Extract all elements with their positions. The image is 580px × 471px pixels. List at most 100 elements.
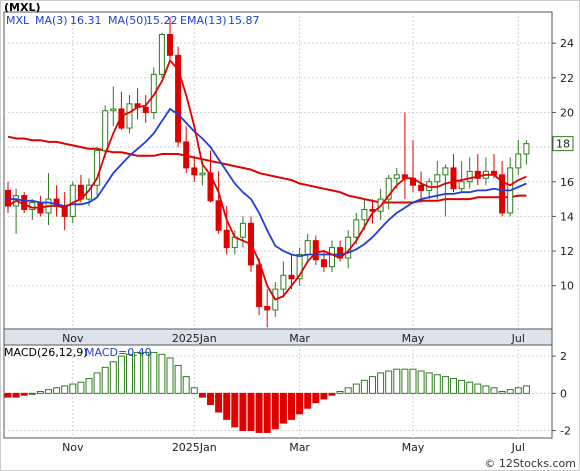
macd-axis-labels: -2 0 2 xyxy=(552,350,571,438)
y-tick-label: 20 xyxy=(560,106,574,119)
y-tick-label: 0 xyxy=(560,387,567,400)
ma50-path xyxy=(7,135,527,204)
ma50-legend-label: MA(50) xyxy=(108,14,148,27)
ma50-line xyxy=(7,135,527,204)
macd-bar xyxy=(69,383,77,394)
candle-body xyxy=(175,54,182,143)
macd-bar xyxy=(198,392,206,398)
y-tick-label: 10 xyxy=(560,280,574,293)
macd-bar xyxy=(490,387,498,394)
candle-body xyxy=(312,240,319,261)
macd-bar xyxy=(150,351,158,394)
macd-bar xyxy=(288,392,295,420)
macd-histogram xyxy=(4,351,530,433)
candle-body xyxy=(450,167,457,190)
candle-body xyxy=(94,150,101,186)
macd-bar xyxy=(263,392,271,433)
candle-body xyxy=(126,103,133,129)
ma50-legend-value: 15.22 xyxy=(146,14,178,27)
candle-body xyxy=(515,153,522,169)
y-tick-label: 16 xyxy=(560,176,574,189)
x-tick-label: Mar xyxy=(289,441,310,454)
macd-bar xyxy=(190,387,198,394)
candle-body xyxy=(353,219,360,238)
macd-bar xyxy=(271,392,279,430)
y-tick-label: 12 xyxy=(560,245,574,258)
candle-body xyxy=(102,110,109,152)
macd-bar xyxy=(441,376,449,394)
candle-body xyxy=(458,181,465,190)
x-tick-label: May xyxy=(402,332,425,345)
date-axis-labels-top: Nov2025JanMarMayJulSep xyxy=(62,332,525,345)
macd-bar xyxy=(158,353,166,394)
macd-bar xyxy=(174,364,182,394)
candle-body xyxy=(320,259,327,268)
macd-panel: -2 0 2 xyxy=(3,344,571,439)
macd-bar xyxy=(12,392,20,398)
ema13-legend-label: EMA(13) xyxy=(180,14,227,27)
macd-bar xyxy=(360,379,368,394)
macd-bar xyxy=(134,351,142,394)
macd-bar xyxy=(344,387,352,394)
macd-bar xyxy=(109,361,117,394)
date-axis-labels-bottom: Nov2025JanMarMayJulSep xyxy=(62,441,525,454)
macd-bar xyxy=(393,368,401,394)
macd-bar xyxy=(320,392,328,400)
macd-bar xyxy=(126,353,133,394)
candle-body xyxy=(191,167,198,176)
y-tick-label: 24 xyxy=(560,37,574,50)
y-tick-label: 22 xyxy=(560,72,574,85)
macd-bar xyxy=(239,392,247,432)
candle-body xyxy=(256,264,263,307)
x-tick-label: Nov xyxy=(62,441,84,454)
macd-legend-value: MACD=0.40 xyxy=(85,346,152,359)
macd-bar xyxy=(466,381,474,394)
macd-bar xyxy=(231,392,239,428)
candle-body xyxy=(199,172,206,176)
x-tick-label: 2025Jan xyxy=(172,441,217,454)
ma3-line xyxy=(7,58,527,301)
candle-body xyxy=(499,174,506,214)
ticker-label: MXL xyxy=(6,14,30,27)
macd-bar xyxy=(506,389,514,394)
candle-body xyxy=(264,305,271,311)
macd-bar xyxy=(514,387,522,394)
macd-bar xyxy=(223,392,231,420)
macd-bar xyxy=(450,377,457,394)
last-price-label: 18 xyxy=(556,138,570,151)
macd-bar xyxy=(522,385,530,394)
candle-body xyxy=(239,222,246,238)
ma3-legend-value: 16.31 xyxy=(70,14,102,27)
candlesticks xyxy=(5,17,530,328)
macd-bar xyxy=(85,377,93,394)
macd-bar xyxy=(458,379,466,394)
ma3-legend-label: MA(3) xyxy=(35,14,68,27)
macd-bar xyxy=(296,392,304,415)
candle-body xyxy=(434,174,441,183)
candle-body xyxy=(280,274,287,290)
macd-bar xyxy=(425,372,433,394)
candle-body xyxy=(183,141,190,169)
macd-bar xyxy=(255,392,263,433)
candle-body xyxy=(288,274,295,280)
macd-bar xyxy=(36,391,44,394)
candle-body xyxy=(393,174,400,179)
macd-bar xyxy=(20,392,28,396)
date-axis-strip xyxy=(3,328,553,346)
macd-bar xyxy=(498,391,506,394)
macd-bar xyxy=(28,392,36,395)
y-tick-label: -2 xyxy=(560,425,571,438)
macd-bar xyxy=(61,385,69,394)
candle-body xyxy=(474,170,481,179)
candle-body xyxy=(385,177,392,200)
candle-body xyxy=(223,229,230,249)
candle-body xyxy=(21,195,28,210)
x-tick-label: Nov xyxy=(62,332,84,345)
candle-body xyxy=(418,184,425,191)
ema13-line xyxy=(8,107,527,258)
macd-bar xyxy=(4,392,12,398)
last-price-box xyxy=(552,136,574,152)
macd-bar xyxy=(77,381,85,394)
x-tick-label: Jul xyxy=(511,332,525,345)
